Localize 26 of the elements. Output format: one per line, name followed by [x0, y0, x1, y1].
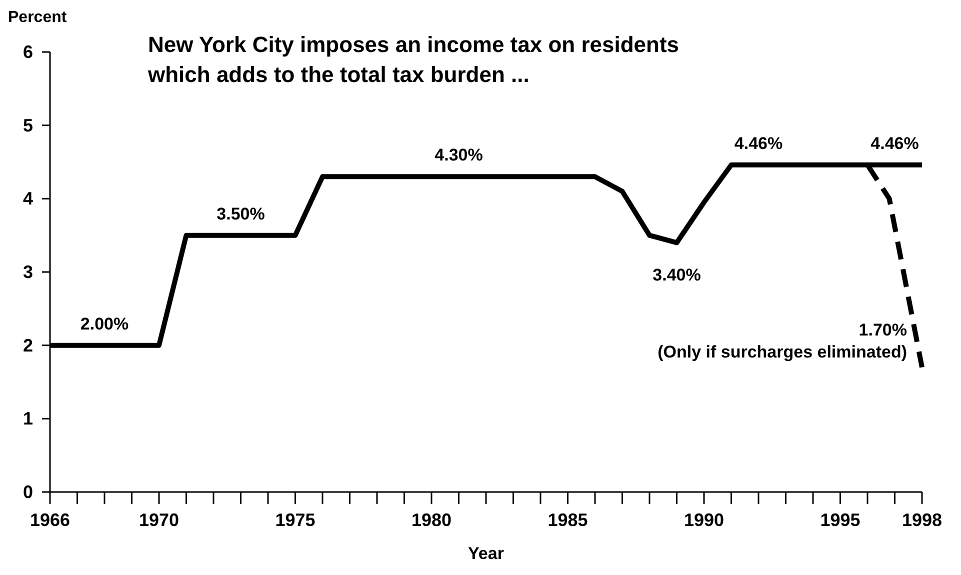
y-tick-label: 1 [22, 408, 34, 429]
y-tick-label: 2 [22, 335, 34, 356]
x-tick-label: 1985 [548, 510, 588, 530]
y-tick-label: 6 [22, 42, 34, 62]
x-tick-label: 1998 [902, 510, 942, 530]
annotation: 1.70% [858, 320, 907, 340]
annotation: (Only if surcharges eliminated) [658, 342, 907, 362]
annotation: 2.00% [80, 314, 129, 334]
x-tick-label: 1970 [138, 510, 180, 530]
x-tick-label: 1995 [820, 510, 860, 530]
x-tick-label: 1975 [275, 510, 316, 530]
y-tick-label: 4 [22, 188, 34, 209]
x-tick-label: 1966 [30, 510, 70, 530]
y-tick-label: 0 [22, 482, 34, 502]
x-tick-label: 1980 [411, 510, 452, 530]
y-tick-label: 3 [22, 262, 34, 282]
annotation: 3.50% [216, 204, 265, 224]
annotation: 4.46% [870, 134, 919, 153]
x-tick-label: 1990 [684, 510, 724, 530]
y-axis-title: Percent [8, 9, 68, 26]
annotation: 4.46% [734, 134, 783, 153]
annotation: 4.30% [434, 146, 483, 165]
annotation: 3.40% [652, 266, 701, 285]
chart-title: New York City imposes an income tax on residents which adds to the total tax burden ... [147, 32, 680, 87]
y-tick-label: 5 [22, 115, 34, 136]
x-axis-title: Year [468, 544, 504, 563]
